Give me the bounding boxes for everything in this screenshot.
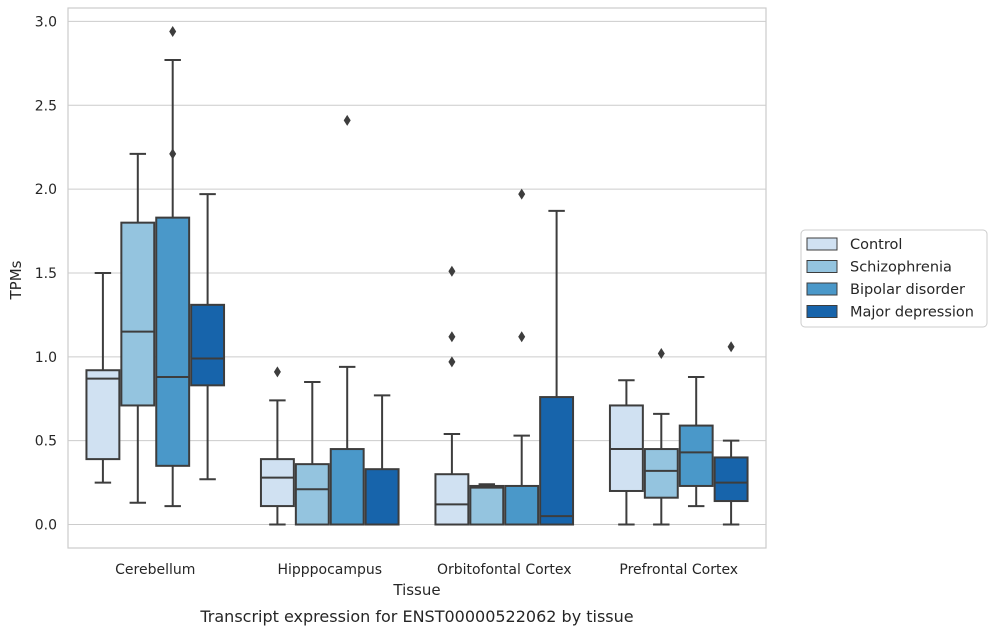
- y-tick-label: 2.0: [35, 182, 57, 198]
- box-iqr: [190, 303, 226, 387]
- box-control: [259, 366, 295, 526]
- box-iqr: [678, 424, 714, 487]
- box-control: [608, 379, 644, 526]
- box-control: [85, 271, 121, 484]
- x-tick-label: Orbitofontal Cortex: [437, 562, 572, 578]
- legend-label: Bipolar disorder: [850, 282, 965, 298]
- box-iqr: [120, 221, 156, 407]
- legend-swatch: [806, 282, 838, 296]
- box-iqr: [329, 448, 365, 526]
- box-iqr: [713, 456, 749, 503]
- box-control: [434, 265, 470, 526]
- box-iqr: [155, 216, 191, 467]
- x-axis-label: Tissue: [392, 581, 440, 599]
- box-bipolar-disorder: [504, 188, 540, 526]
- box-bipolar-disorder: [329, 114, 365, 526]
- outlier-point: [273, 366, 281, 378]
- box-major-depression: [364, 394, 400, 526]
- outlier-point: [343, 114, 351, 126]
- boxes-layer: [85, 25, 749, 526]
- box-iqr: [469, 484, 505, 526]
- box-bipolar-disorder: [155, 25, 191, 508]
- box-bipolar-disorder: [678, 375, 714, 508]
- legend-label: Control: [850, 237, 902, 253]
- legend-swatch: [806, 237, 838, 251]
- x-axis-ticks: Cerebellum Hipppocampus Orbitofontal Corte…: [115, 562, 738, 578]
- box-iqr: [643, 448, 679, 499]
- box-iqr: [504, 484, 540, 526]
- outlier-point: [169, 148, 177, 160]
- box-iqr: [364, 468, 400, 526]
- outlier-point: [518, 188, 526, 200]
- box-schizophrenia: [294, 380, 330, 526]
- y-axis-ticks: 0.0 0.5 1.0 1.5 2.0 2.5 3.0: [35, 14, 57, 533]
- y-axis-label: TPMs: [7, 260, 25, 300]
- y-tick-label: 2.5: [35, 98, 57, 114]
- y-tick-label: 3.0: [35, 14, 57, 30]
- box-iqr: [85, 369, 121, 461]
- box-iqr: [539, 396, 575, 526]
- chart-caption: Transcript expression for ENST0000052206…: [199, 607, 633, 626]
- legend-label: Schizophrenia: [850, 260, 952, 276]
- outlier-point: [169, 25, 177, 37]
- outlier-point: [448, 265, 456, 277]
- x-tick-label: Hipppocampus: [277, 562, 382, 578]
- legend-swatch: [806, 260, 838, 273]
- legend-frame: [800, 229, 988, 328]
- box-iqr: [294, 463, 330, 526]
- plot-frame: [67, 7, 767, 549]
- outlier-point: [518, 331, 526, 343]
- x-tick-label: Prefrontal Cortex: [619, 562, 738, 578]
- legend: Control Schizophrenia Bipolar disorder Majo…: [800, 229, 988, 328]
- outlier-point: [727, 341, 735, 353]
- legend-label: Major depression: [850, 305, 974, 321]
- outlier-point: [657, 347, 665, 359]
- y-tick-label: 0.0: [35, 518, 57, 534]
- box-major-depression: [539, 209, 575, 526]
- box-schizophrenia: [643, 347, 679, 526]
- outlier-point: [448, 356, 456, 368]
- y-tick-label: 1.0: [35, 350, 57, 366]
- box-major-depression: [713, 341, 749, 526]
- box-major-depression: [190, 193, 226, 481]
- box-iqr: [259, 458, 295, 508]
- box-iqr: [434, 473, 470, 526]
- y-tick-label: 1.5: [35, 266, 57, 282]
- legend-swatch: [806, 305, 838, 318]
- box-schizophrenia: [469, 483, 505, 526]
- x-tick-label: Cerebellum: [115, 562, 195, 578]
- y-tick-label: 0.5: [35, 434, 57, 450]
- outlier-point: [448, 331, 456, 343]
- box-schizophrenia: [120, 152, 156, 504]
